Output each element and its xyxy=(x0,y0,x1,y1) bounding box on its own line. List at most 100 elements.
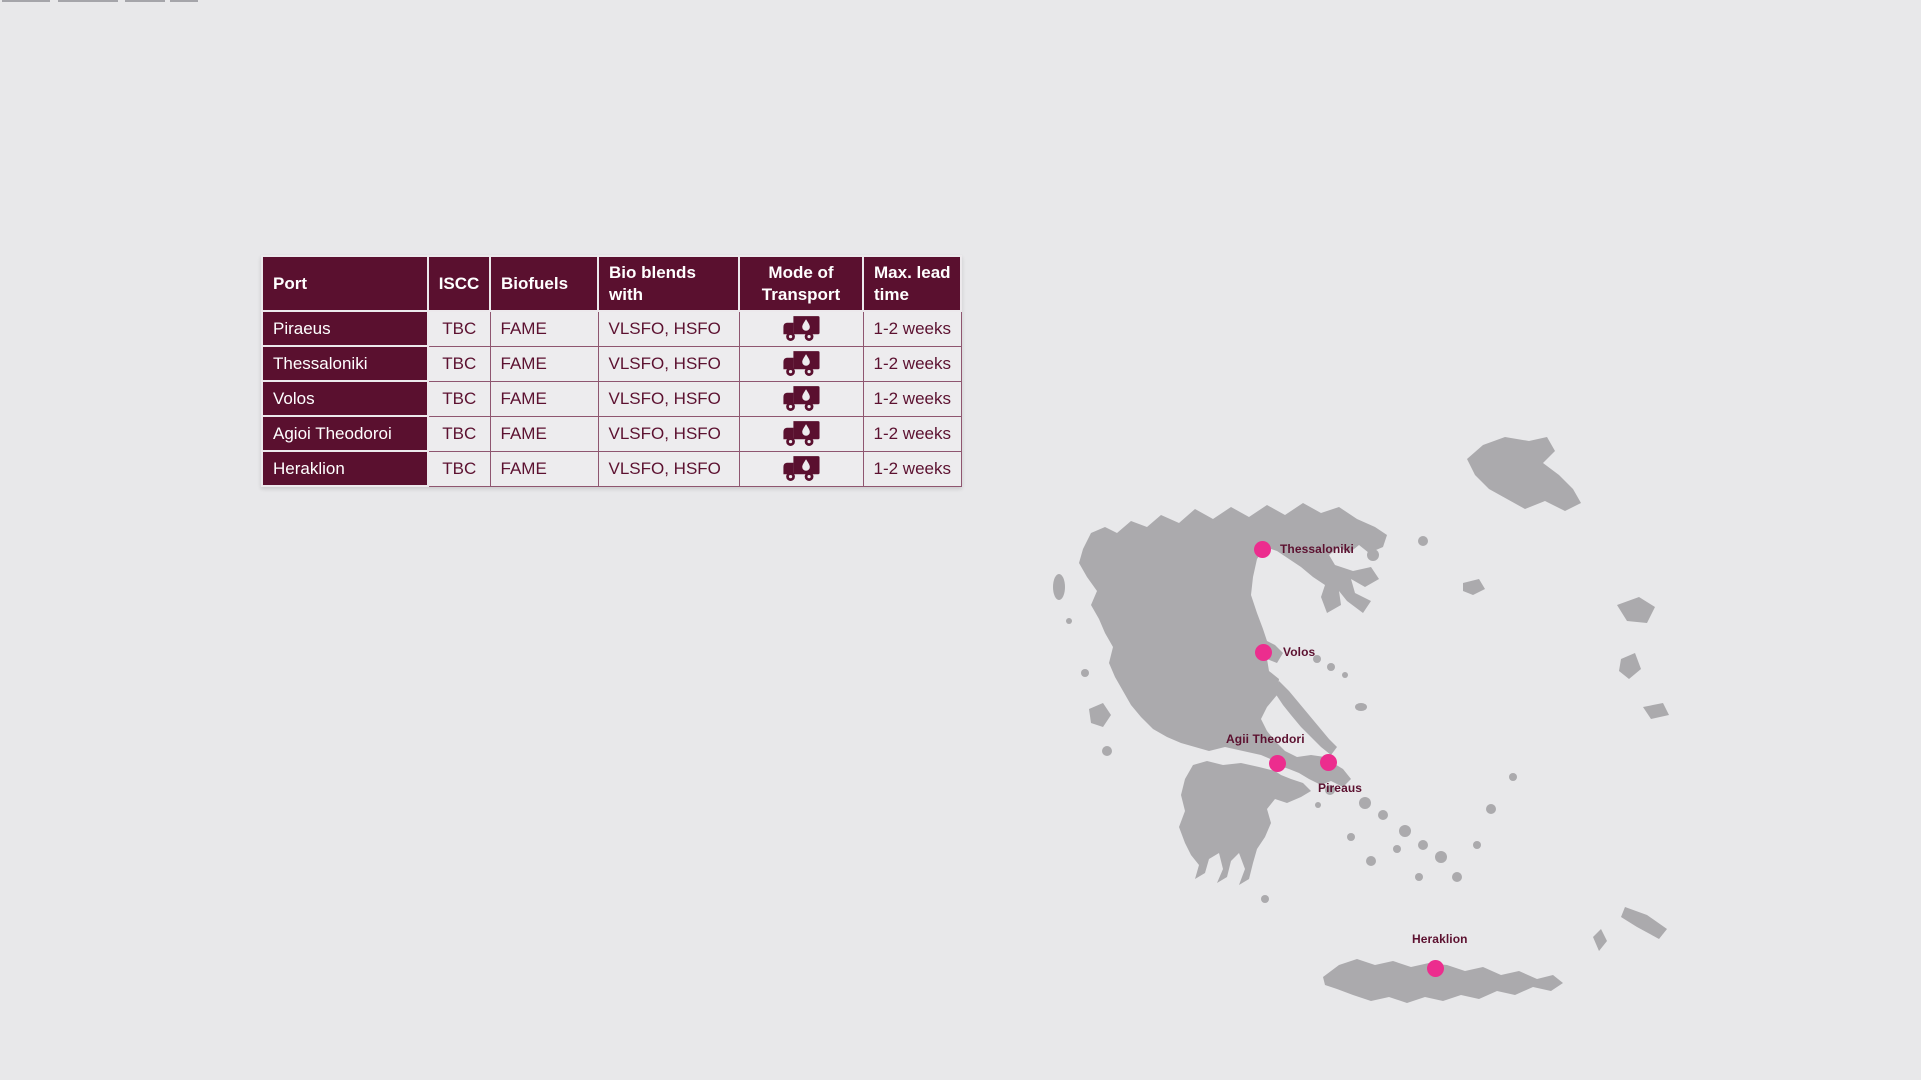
max-lead-time-cell: 1-2 weeks xyxy=(862,310,962,347)
island xyxy=(1081,669,1089,677)
max-lead-time-cell: 1-2 weeks xyxy=(862,380,962,417)
island xyxy=(1473,841,1481,849)
port-cell: Thessaloniki xyxy=(261,345,429,382)
island xyxy=(1325,785,1335,795)
island xyxy=(1327,663,1335,671)
column-header-iscc: ISCC xyxy=(427,255,491,312)
island xyxy=(1102,746,1112,756)
bio-blends-cell: VLSFO, HSFO xyxy=(597,450,740,487)
column-header-max-lead-time: Max. lead time xyxy=(862,255,962,312)
map-marker-dot-agii-theodori xyxy=(1268,754,1286,772)
island xyxy=(1261,895,1269,903)
island xyxy=(1342,672,1348,678)
island xyxy=(1367,549,1379,561)
bio-blends-cell: VLSFO, HSFO xyxy=(597,415,740,452)
table-row-volos: Volos TBC FAME VLSFO, HSFO 1-2 weeks xyxy=(261,380,962,417)
biofuels-cell: FAME xyxy=(489,345,599,382)
table-row-agioi-theodoroi: Agioi Theodoroi TBC FAME VLSFO, HSFO 1-2 we… xyxy=(261,415,962,452)
top-edge-artifact xyxy=(170,0,198,2)
map-marker-dot-pireaus xyxy=(1319,753,1337,771)
mode-of-transport-cell xyxy=(738,310,864,347)
island xyxy=(1313,655,1321,663)
island xyxy=(1399,825,1411,837)
island xyxy=(1066,618,1072,624)
map-marker-dot-thessaloniki xyxy=(1253,540,1271,558)
iscc-cell: TBC xyxy=(427,450,491,487)
biofuels-cell: FAME xyxy=(489,310,599,347)
island xyxy=(1418,840,1428,850)
island xyxy=(1617,597,1655,623)
island xyxy=(1378,810,1388,820)
max-lead-time-cell: 1-2 weeks xyxy=(862,450,962,487)
island xyxy=(1355,703,1367,711)
max-lead-time-cell: 1-2 weeks xyxy=(862,415,962,452)
bio-blends-cell: VLSFO, HSFO xyxy=(597,310,740,347)
mode-of-transport-cell xyxy=(738,415,864,452)
fuel-truck-icon xyxy=(783,316,820,342)
ports-table: Port ISCC Biofuels Bio blends with Mode of T… xyxy=(261,255,962,487)
map-marker-dot-volos xyxy=(1254,643,1272,661)
port-cell: Piraeus xyxy=(261,310,429,347)
island xyxy=(1463,579,1485,595)
island xyxy=(1359,797,1371,809)
island xyxy=(1415,873,1423,881)
column-header-mode-of-transport: Mode of Transport xyxy=(738,255,864,312)
mode-of-transport-cell xyxy=(738,450,864,487)
iscc-cell: TBC xyxy=(427,345,491,382)
top-edge-artifact xyxy=(2,0,50,2)
iscc-cell: TBC xyxy=(427,310,491,347)
fuel-truck-icon xyxy=(783,386,820,411)
iscc-cell: TBC xyxy=(427,415,491,452)
island xyxy=(1418,536,1428,546)
table-row-thessaloniki: Thessaloniki TBC FAME VLSFO, HSFO 1-2 weeks xyxy=(261,345,962,382)
top-edge-artifact xyxy=(58,0,118,2)
island xyxy=(1089,703,1111,727)
biofuels-cell: FAME xyxy=(489,380,599,417)
island xyxy=(1621,907,1667,939)
biofuels-cell: FAME xyxy=(489,450,599,487)
port-cell: Agioi Theodoroi xyxy=(261,415,429,452)
table-header-row: Port ISCC Biofuels Bio blends with Mode of T… xyxy=(261,255,962,312)
map-marker-label-agii-theodori: Agii Theodori xyxy=(1226,732,1305,746)
fuel-truck-icon xyxy=(783,421,820,446)
fuel-truck-icon xyxy=(783,456,820,481)
column-header-port: Port xyxy=(261,255,429,312)
island xyxy=(1486,804,1496,814)
island xyxy=(1393,845,1401,853)
column-header-biofuels: Biofuels xyxy=(489,255,599,312)
island xyxy=(1643,703,1669,719)
island xyxy=(1313,773,1321,781)
bio-blends-cell: VLSFO, HSFO xyxy=(597,345,740,382)
fuel-truck-icon xyxy=(783,351,820,376)
island xyxy=(1593,929,1607,951)
island xyxy=(1435,851,1447,863)
column-header-bio-blends-with: Bio blends with xyxy=(597,255,740,312)
euboea-island xyxy=(1275,681,1337,755)
biofuels-cell: FAME xyxy=(489,415,599,452)
map-marker-label-volos: Volos xyxy=(1283,645,1316,659)
port-cell: Volos xyxy=(261,380,429,417)
top-edge-artifact xyxy=(125,0,165,2)
island xyxy=(1347,833,1355,841)
island xyxy=(1053,574,1065,600)
peloponnese xyxy=(1179,761,1311,885)
greece-map: Thessaloniki Volos Agii Theodori Pireaus Her… xyxy=(1021,437,1672,1025)
island xyxy=(1619,653,1641,679)
crete-island xyxy=(1323,959,1563,1003)
iscc-cell: TBC xyxy=(427,380,491,417)
greece-mainland xyxy=(1079,503,1387,787)
map-marker-label-thessaloniki: Thessaloniki xyxy=(1280,542,1354,556)
table-row-heraklion: Heraklion TBC FAME VLSFO, HSFO 1-2 weeks xyxy=(261,450,962,487)
map-marker-label-heraklion: Heraklion xyxy=(1412,932,1468,946)
max-lead-time-cell: 1-2 weeks xyxy=(862,345,962,382)
mode-of-transport-cell xyxy=(738,345,864,382)
island xyxy=(1366,856,1376,866)
island xyxy=(1452,872,1462,882)
mode-of-transport-cell xyxy=(738,380,864,417)
map-marker-label-pireaus: Pireaus xyxy=(1318,781,1363,795)
island xyxy=(1509,773,1517,781)
table-row-piraeus: Piraeus TBC FAME VLSFO, HSFO 1-2 weeks xyxy=(261,310,962,347)
bio-blends-cell: VLSFO, HSFO xyxy=(597,380,740,417)
port-cell: Heraklion xyxy=(261,450,429,487)
island xyxy=(1315,802,1321,808)
